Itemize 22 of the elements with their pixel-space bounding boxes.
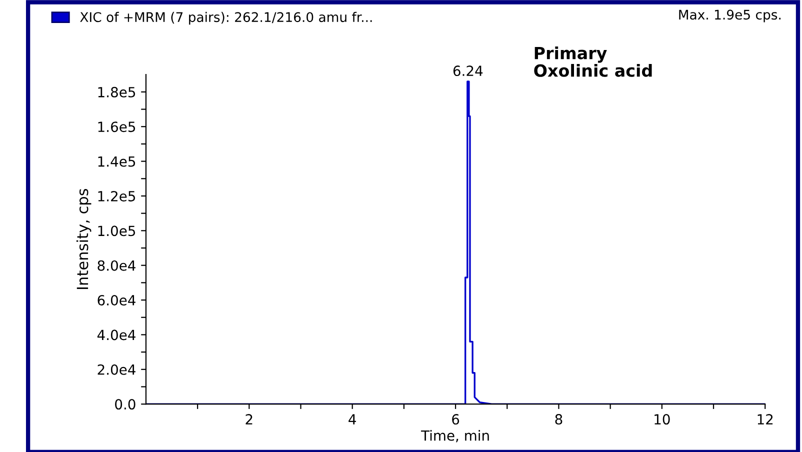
y-tick-label: 1.8e5 <box>98 86 136 98</box>
y-tick-label: 1.2e5 <box>98 190 136 202</box>
annotation: Primary Oxolinic acid <box>534 46 652 77</box>
y-tick-label: 8.0e4 <box>98 260 136 271</box>
x-axis-title: Time, min <box>420 430 489 442</box>
y-tick-label: 6.0e4 <box>98 295 136 306</box>
y-tick-label: 1.6e5 <box>98 122 136 132</box>
y-tick-label: 4.0e4 <box>97 330 136 340</box>
x-tick-label: 4 <box>348 414 356 424</box>
y-tick-label: 1.0e5 <box>98 226 136 236</box>
x-tick-label: 12 <box>758 414 773 424</box>
y-tick-label: 0.0 <box>115 399 136 410</box>
annotation: 6.24 <box>453 66 483 76</box>
y-axis-title: Intensity, cps <box>76 188 92 289</box>
x-tick-label: 6 <box>452 414 460 425</box>
y-tick-label: 2.0e4 <box>98 364 136 375</box>
y-tick-label: 1.4e5 <box>98 156 136 167</box>
x-tick-label: 8 <box>555 414 562 425</box>
x-tick-label: 2 <box>246 414 252 424</box>
text: Max. 1.9e5 cps. <box>679 10 781 22</box>
x-tick-label: 10 <box>654 414 670 425</box>
legend-label: XIC of +MRM (7 pairs): 262.1/216.0 amu fr... <box>80 12 372 25</box>
